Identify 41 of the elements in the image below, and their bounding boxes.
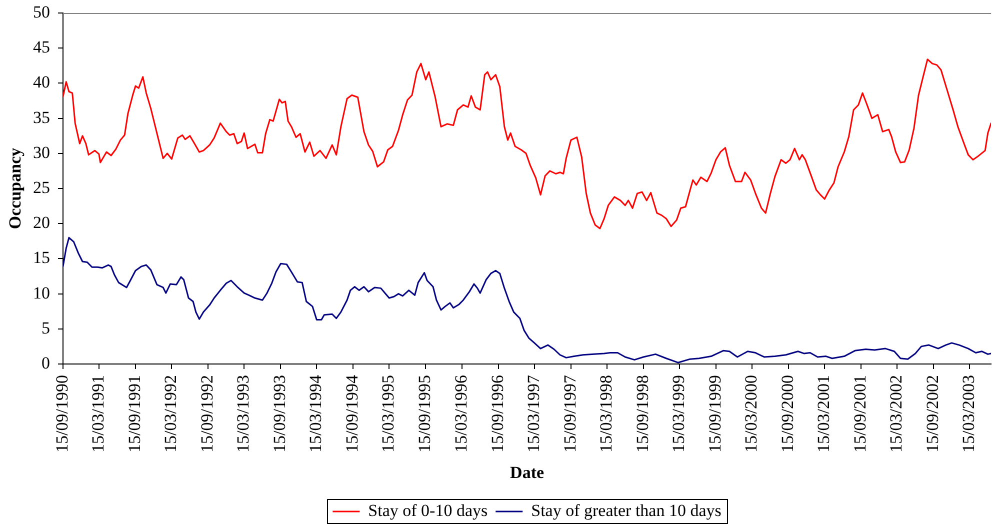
x-tick-label: 15/09/1992 xyxy=(198,375,217,452)
y-tick-label: 45 xyxy=(33,38,50,57)
x-tick-label: 15/09/2001 xyxy=(850,375,870,452)
x-tick-label: 15/03/1997 xyxy=(524,374,543,452)
x-tick-label: 15/03/1994 xyxy=(306,374,326,452)
y-tick-label: 10 xyxy=(33,283,50,302)
x-tick-label: 15/09/1996 xyxy=(488,375,507,452)
x-tick-label: 15/09/1997 xyxy=(560,374,580,452)
x-tick-label: 15/03/1992 xyxy=(161,375,180,452)
x-tick-label: 15/09/2000 xyxy=(778,375,798,452)
y-tick-label: 35 xyxy=(33,108,50,127)
x-axis-title: Date xyxy=(510,463,544,482)
x-tick-label: 15/09/1991 xyxy=(124,375,144,452)
x-tick-label: 15/09/1995 xyxy=(415,375,434,452)
x-tick-label: 15/03/2003 xyxy=(959,375,978,452)
x-tick-label: 15/03/2002 xyxy=(886,375,906,452)
x-tick-label: 15/03/1999 xyxy=(668,375,688,452)
y-tick-label: 40 xyxy=(33,72,50,92)
x-tick-label: 15/03/1995 xyxy=(378,375,398,452)
y-axis-title: Occupancy xyxy=(6,147,25,230)
x-tick-label: 15/03/2000 xyxy=(742,375,761,452)
x-tick-label: 15/09/1994 xyxy=(342,374,362,452)
y-tick-label: 15 xyxy=(33,248,50,268)
x-tick-label: 15/03/1993 xyxy=(234,375,253,452)
x-tick-label: 15/03/2001 xyxy=(814,375,834,452)
x-tick-label: 15/09/1998 xyxy=(632,375,652,452)
y-tick-label: 50 xyxy=(33,2,50,22)
y-tick-label: 0 xyxy=(42,353,50,372)
x-tick-label: 15/09/2002 xyxy=(923,375,942,452)
legend-label: Stay of 0-10 days xyxy=(368,500,488,520)
y-tick-label: 25 xyxy=(33,178,50,197)
x-tick-label: 15/03/1996 xyxy=(451,375,470,452)
x-tick-label: 15/09/1990 xyxy=(52,375,72,452)
x-tick-label: 15/03/1991 xyxy=(88,375,108,452)
y-tick-label: 30 xyxy=(33,142,50,162)
x-tick-label: 15/09/1999 xyxy=(705,375,724,452)
y-tick-label: 5 xyxy=(42,318,50,338)
x-tick-label: 15/03/1998 xyxy=(596,375,616,452)
legend-label: Stay of greater than 10 days xyxy=(531,500,722,520)
y-tick-label: 20 xyxy=(33,213,50,232)
x-tick-label: 15/09/1993 xyxy=(270,375,290,452)
